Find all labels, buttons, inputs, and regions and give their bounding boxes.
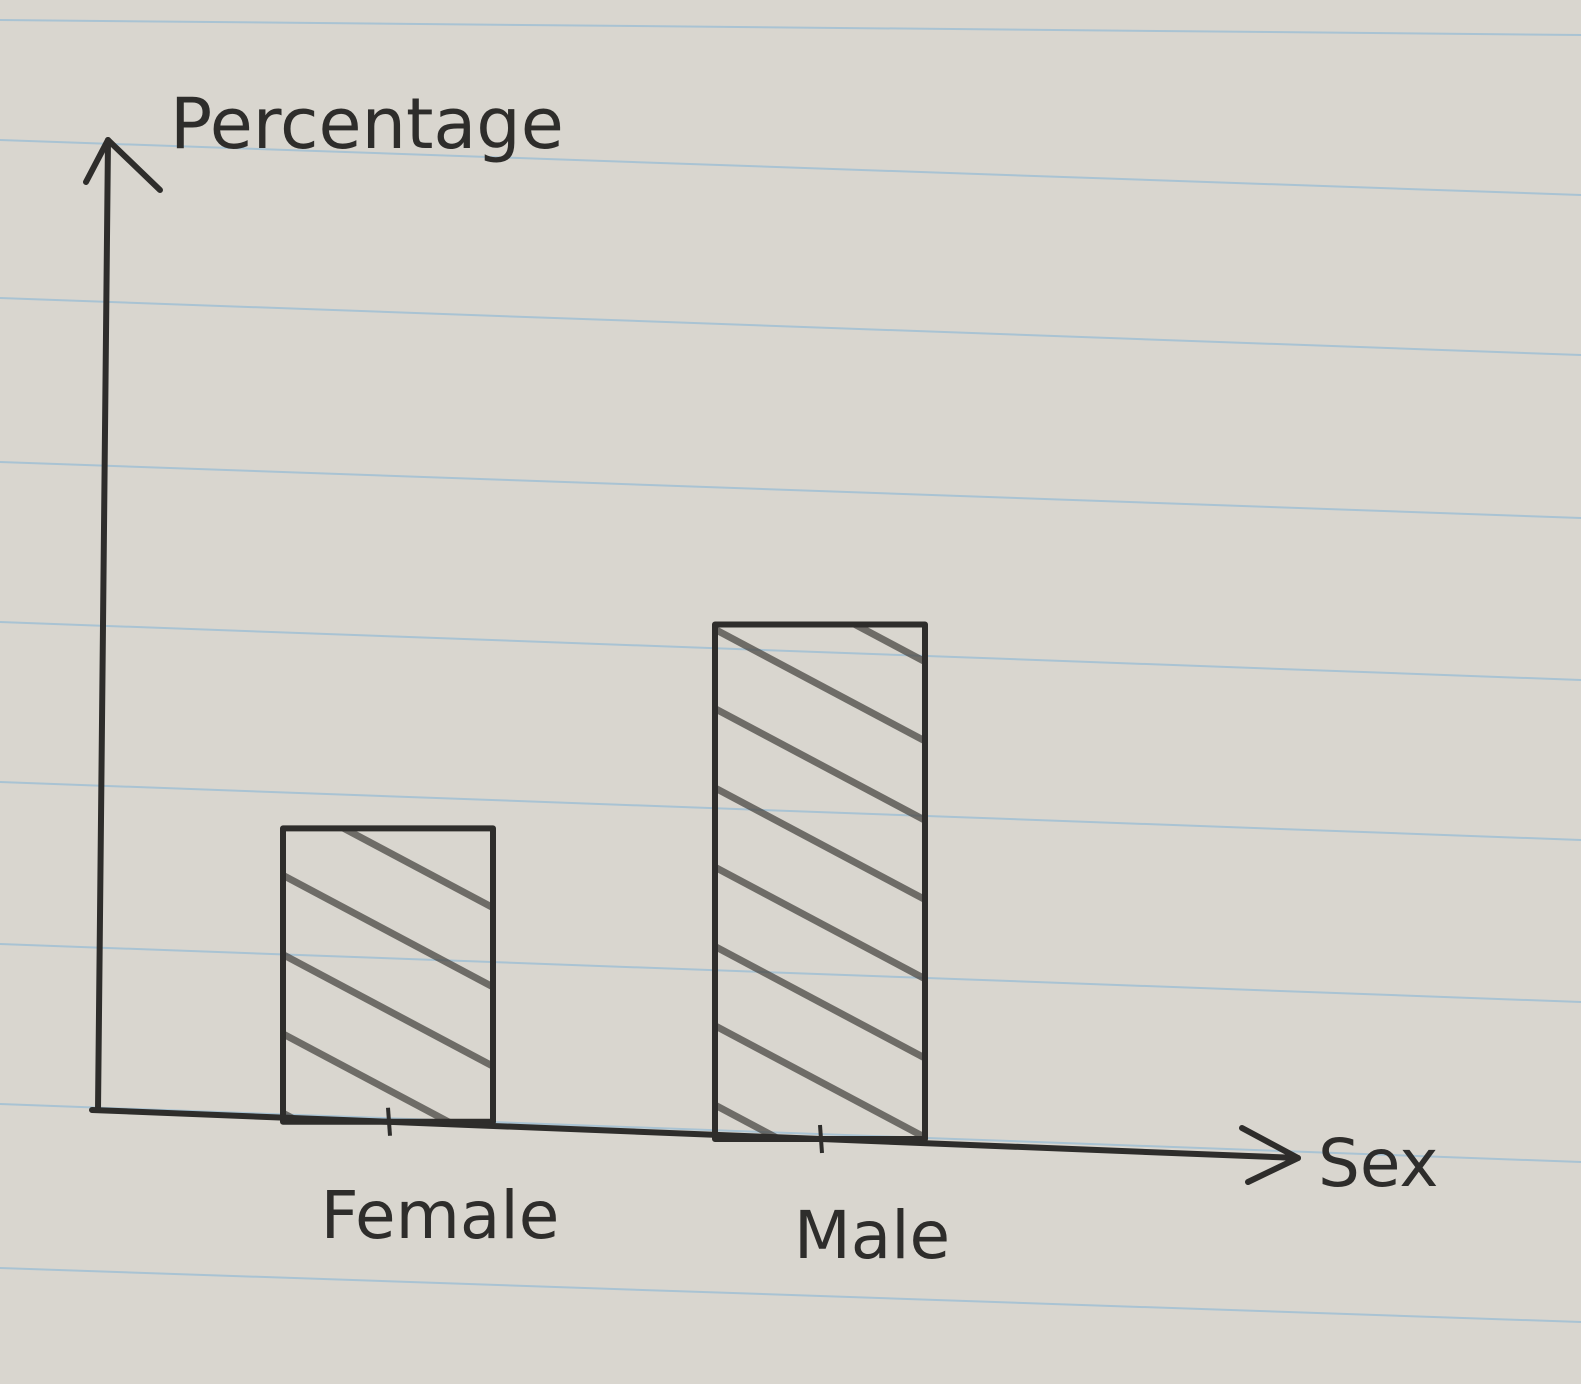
x-tick-female <box>386 1107 392 1136</box>
x-tick-male <box>818 1124 824 1154</box>
ruled-line <box>0 1267 1581 1323</box>
ruled-line <box>0 461 1581 519</box>
bars-group <box>280 621 928 1142</box>
bar-hatching-female <box>283 828 493 1122</box>
bar-hatching-male <box>715 624 925 1139</box>
ruled-line <box>0 19 1581 36</box>
y-axis-arrowhead <box>83 137 163 193</box>
ruled-line <box>0 297 1581 356</box>
tick-labels-group: Female Male <box>321 1177 950 1274</box>
ticks-group <box>386 1107 824 1154</box>
ruled-line <box>0 139 1581 196</box>
x-tick-label-male: Male <box>794 1197 950 1274</box>
bar-chart: Percentage Sex Female Male <box>83 83 1438 1274</box>
y-axis-label: Percentage <box>170 83 564 165</box>
y-axis <box>95 137 111 1113</box>
x-tick-label-female: Female <box>321 1177 560 1254</box>
x-axis <box>89 1107 1301 1161</box>
x-axis-arrowhead <box>1239 1125 1301 1185</box>
x-axis-label: Sex <box>1318 1125 1438 1202</box>
